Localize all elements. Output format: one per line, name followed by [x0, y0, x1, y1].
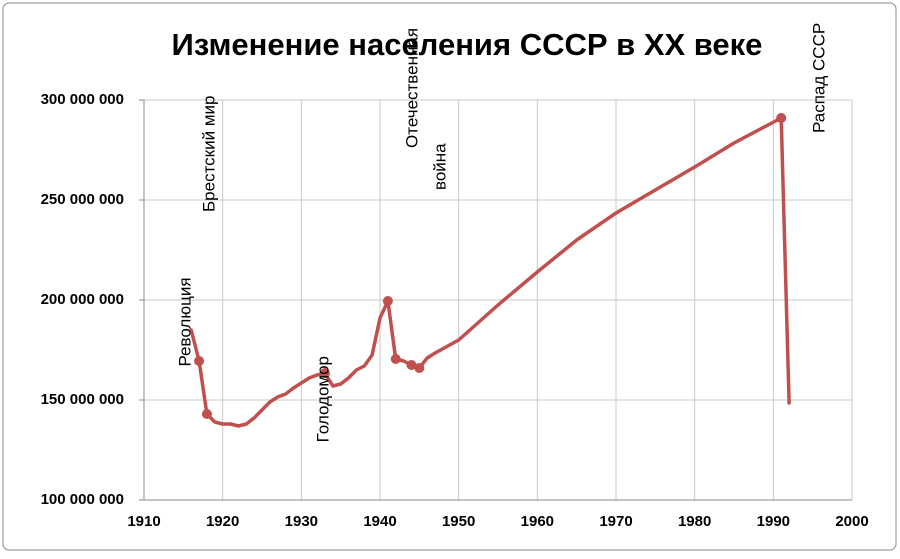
x-tick-label: 1960: [521, 513, 554, 530]
data-point: [382, 296, 393, 306]
annotation: Голодомор: [313, 356, 332, 442]
x-tick-label: 1940: [363, 513, 396, 530]
data-line: [189, 116, 791, 428]
data-point: [390, 354, 401, 364]
x-tick-label: 1930: [285, 513, 318, 530]
y-tick-label: 250 000 000: [41, 191, 124, 208]
y-tick-label: 200 000 000: [41, 291, 124, 308]
annotation: Распад СССР: [809, 23, 828, 133]
annotation: Революция: [175, 277, 194, 366]
y-tick-label: 300 000 000: [41, 91, 124, 108]
annotation: Брестский мир: [199, 96, 218, 212]
x-tick-label: 2000: [835, 513, 868, 530]
data-point: [194, 356, 205, 366]
chart-title: Изменение населения СССР в XX веке: [172, 27, 763, 62]
data-point: [406, 360, 417, 370]
data-point: [414, 363, 425, 373]
x-tick-label: 1910: [127, 513, 160, 530]
x-tick-label: 1980: [678, 513, 711, 530]
x-tick-label: 1990: [757, 513, 790, 530]
data-point: [201, 409, 212, 419]
y-tick-label: 150 000 000: [41, 391, 124, 408]
x-tick-label: 1920: [206, 513, 239, 530]
y-tick-label: 100 000 000: [41, 491, 124, 508]
data-point: [776, 113, 787, 123]
x-tick-label: 1950: [442, 513, 475, 530]
annotation: война: [430, 143, 449, 190]
data-point: [319, 368, 330, 378]
annotation: Отечественная: [402, 28, 421, 148]
x-tick-label: 1970: [599, 513, 632, 530]
chart-frame: [2, 2, 897, 551]
